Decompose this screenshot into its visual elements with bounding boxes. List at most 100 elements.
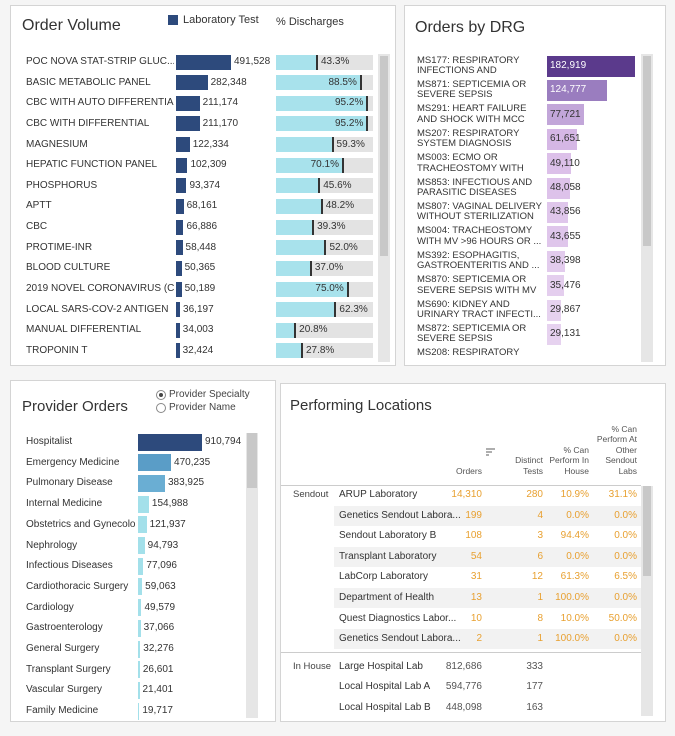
table-cell: 0.0%: [566, 509, 589, 521]
bar: [176, 343, 180, 359]
table-cell: 199: [465, 509, 482, 521]
scroll-thumb[interactable]: [380, 56, 388, 256]
table-cell: 3: [537, 530, 543, 542]
group-label: Sendout: [293, 489, 329, 500]
bar: [547, 201, 569, 223]
category-label: Emergency Medicine: [26, 456, 120, 468]
scroll-thumb[interactable]: [247, 433, 257, 488]
bar: [547, 250, 566, 272]
category-label: MS853: INFECTIOUS AND PARASITIC DISEASES…: [417, 177, 533, 199]
percent-label: 88.5%: [328, 76, 357, 88]
category-label: CBC WITH AUTO DIFFERENTIAL: [26, 97, 174, 109]
percent-label: 59.3%: [336, 138, 365, 150]
value-label: 470,235: [174, 456, 211, 468]
category-label: MS690: KIDNEY AND URINARY TRACT INFECTI.…: [417, 299, 541, 320]
sort-icon[interactable]: [486, 448, 496, 456]
value-label: 282,348: [210, 76, 247, 88]
table-cell: 10.9%: [560, 489, 589, 500]
category-label: Pulmonary Disease: [26, 477, 113, 489]
scrollbar[interactable]: [378, 54, 390, 362]
location-name: Genetics Sendout Labora...: [339, 509, 461, 521]
value-label: 50,189: [184, 283, 216, 295]
category-label: MS004: TRACHEOSTOMY WITH MV >96 HOURS OR…: [417, 226, 542, 247]
category-label: PHOSPHORUS: [26, 179, 98, 191]
table-cell: 13: [470, 592, 482, 603]
category-label: Hospitalist: [26, 436, 73, 447]
bar: [176, 322, 180, 338]
value-label: 77,721: [550, 108, 581, 120]
scrollbar[interactable]: [246, 433, 258, 718]
percent-bar: [276, 281, 349, 297]
value-label: 26,601: [142, 663, 174, 675]
bar: [547, 323, 561, 345]
category-label: Nephrology: [26, 539, 78, 551]
drg-panel: Orders by DRG MS177: RESPIRATORY INFECTI…: [404, 5, 666, 366]
location-name: Local Hospital Lab B: [339, 702, 431, 713]
bar: [547, 275, 565, 297]
table-cell: 448,098: [445, 702, 482, 713]
bar: [176, 198, 184, 214]
value-label: 38,398: [550, 255, 581, 267]
value-label: 21,401: [142, 684, 174, 696]
provider-panel: Provider Orders Hospitalist 910,794 Emerge…: [10, 380, 276, 722]
percent-label: 62.3%: [339, 303, 368, 315]
category-label: MS807: VAGINAL DELIVERY WITHOUT STERILIZ…: [417, 201, 542, 223]
table-cell: 94.4%: [560, 530, 589, 542]
value-label: 121,937: [149, 518, 186, 530]
scrollbar[interactable]: [641, 486, 653, 716]
percent-bar: [276, 240, 327, 256]
table-cell: 812,686: [445, 660, 482, 672]
scrollbar[interactable]: [641, 54, 653, 362]
value-label: 19,717: [142, 705, 173, 717]
table-cell: 0.0%: [614, 550, 637, 562]
category-label: MS291: HEART FAILURE AND SHOCK WITH MCC: [417, 104, 527, 125]
table-cell: 280: [526, 489, 543, 500]
percent-label: 52.0%: [329, 241, 358, 253]
location-name: Local Hospital Lab A: [339, 681, 431, 693]
value-label: 383,925: [167, 477, 205, 489]
percent-label: 39.3%: [317, 221, 346, 233]
bar: [138, 433, 202, 451]
category-label: Internal Medicine: [26, 498, 103, 510]
radio-dot[interactable]: [159, 393, 163, 397]
table-cell: 4: [537, 509, 543, 521]
radio-label[interactable]: Provider Specialty: [169, 389, 250, 400]
bar: [138, 619, 141, 637]
table-title: Performing Locations: [290, 397, 432, 414]
radio-label[interactable]: Provider Name: [169, 402, 236, 413]
table-cell: 10.0%: [560, 612, 589, 624]
value-label: 66,886: [186, 221, 218, 233]
location-name: ARUP Laboratory: [339, 489, 418, 500]
category-label: MS003: ECMO OR TRACHEOSTOMY WITH M...: [417, 153, 524, 174]
column-header: % Can Perform At Other Sendout Labs: [596, 423, 637, 476]
percent-bar: [276, 219, 315, 235]
bar: [547, 226, 568, 248]
category-label: MS207: RESPIRATORY SYSTEM DIAGNOSIS WITH…: [417, 128, 520, 150]
locations-panel: Performing Locations Orders Distinct Test…: [280, 383, 666, 722]
table-cell: 10: [470, 612, 482, 624]
category-label: APTT: [26, 200, 52, 212]
column-header[interactable]: Orders: [456, 465, 482, 476]
percent-bar: [276, 75, 362, 91]
category-label: MAGNESIUM: [26, 138, 88, 150]
scroll-thumb[interactable]: [643, 56, 651, 246]
value-label: 102,309: [190, 159, 227, 171]
bar: [176, 75, 208, 91]
category-label: General Surgery: [26, 643, 100, 654]
radio-button[interactable]: [156, 403, 166, 413]
value-label: 29,867: [550, 304, 581, 315]
bar: [547, 104, 585, 126]
table-cell: 14,310: [451, 489, 482, 500]
category-label: Transplant Surgery: [26, 663, 111, 675]
bar: [138, 516, 147, 534]
bar: [176, 281, 182, 297]
scroll-thumb[interactable]: [643, 486, 651, 576]
percent-bar: [276, 178, 321, 194]
category-label: Gastroenterology: [26, 622, 103, 634]
value-label: 36,197: [183, 303, 214, 315]
table-cell: 12: [531, 571, 543, 583]
value-label: 35,476: [550, 279, 581, 291]
bar: [176, 95, 200, 111]
header-rule: [281, 485, 641, 486]
